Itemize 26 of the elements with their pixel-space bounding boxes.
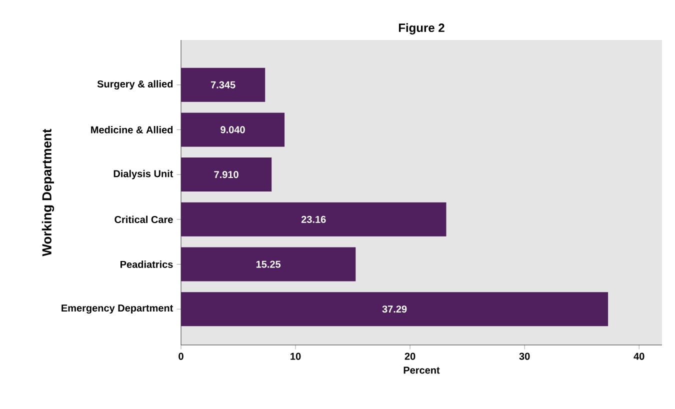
data-label: 7.345 xyxy=(210,81,236,88)
x-tick-label: 0 xyxy=(178,352,184,360)
data-label: 15.25 xyxy=(256,260,281,268)
y-tick-label: Surgery & allied xyxy=(97,80,173,90)
bar xyxy=(181,202,446,236)
bar xyxy=(181,158,272,192)
y-axis-title: Working Department xyxy=(42,128,54,256)
chart-title: Figure 2 xyxy=(398,23,444,34)
y-tick-label: Emergency Department xyxy=(62,304,174,314)
bar xyxy=(181,247,356,282)
x-axis-title: Percent xyxy=(404,366,440,374)
y-tick-label: Critical Care xyxy=(114,216,173,224)
data-label: 7.910 xyxy=(214,171,238,178)
bar xyxy=(181,292,608,326)
y-tick-label: Medicine & Allied xyxy=(91,126,173,134)
data-label: 37.29 xyxy=(382,306,407,313)
x-tick-label: 20 xyxy=(404,352,416,360)
data-label: 9.040 xyxy=(220,126,245,134)
x-tick-label: 40 xyxy=(634,352,644,360)
bar xyxy=(181,112,285,147)
x-tick-label: 10 xyxy=(290,352,301,360)
y-tick-label: Dialysis Unit xyxy=(114,170,174,180)
data-label: 23.16 xyxy=(301,216,326,223)
y-tick-label: Peadiatrics xyxy=(120,260,173,268)
bar xyxy=(181,68,266,102)
x-tick-label: 30 xyxy=(519,352,530,360)
